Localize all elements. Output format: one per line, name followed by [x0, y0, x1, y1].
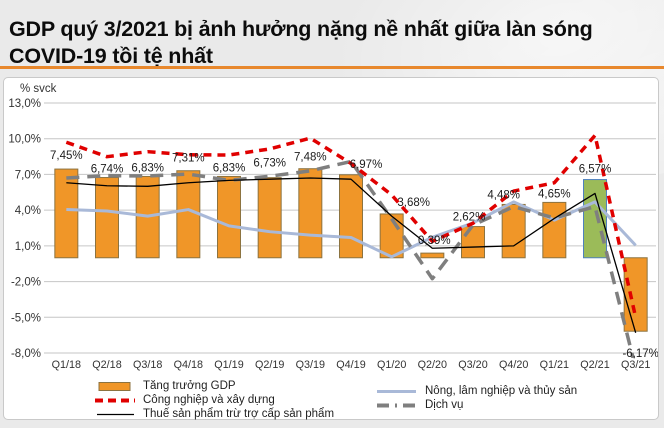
gdp-bar [461, 226, 485, 259]
chart-legend-left: Tăng trưởng GDP Công nghiệp và xây dựng … [94, 379, 334, 421]
x-tick-label: Q3/19 [296, 359, 325, 371]
gdp-bar [95, 177, 119, 259]
legend-swatch-agriculture-icon [377, 389, 416, 393]
gdp-bar [420, 252, 445, 259]
gdp-bar [298, 168, 323, 259]
x-tick-label: Q1/18 [52, 359, 81, 371]
gdp-bar [623, 257, 648, 332]
bar-data-label: 6,97% [350, 159, 383, 171]
y-tick-label: 10,0% [8, 134, 41, 146]
legend-swatch-services-icon [377, 403, 416, 407]
bar-data-label: 7,48% [294, 152, 327, 164]
legend-label-services: Dịch vụ [425, 399, 464, 411]
bar-data-label: -6,17% [622, 348, 658, 360]
bar-data-label: 7,45% [50, 150, 83, 162]
bar-data-label: 6,73% [253, 158, 286, 170]
legend-swatch-industry-icon [95, 398, 135, 402]
y-tick-label: 1,0% [15, 241, 41, 253]
bar-data-label: 6,83% [131, 162, 164, 174]
legend-item-industry: Công nghiệp và xây dựng [94, 393, 334, 407]
legend-label-agriculture: Nông, lâm nghiệp và thủy sản [425, 385, 578, 397]
bar-data-label: 4,65% [538, 188, 571, 200]
x-tick-label: Q4/19 [336, 359, 365, 371]
legend-swatch-gdp-icon [98, 381, 131, 391]
legend-item-taxes: Thuế sản phẩm trừ trợ cấp sản phẩm [94, 407, 334, 421]
gdp-chart-svg: 13,0% 10,0% 7,0% 4,0% 1,0% -2,0% -5,0% -8,0% % s… [8, 83, 658, 371]
chart-legend-right: Nông, lâm nghiệp và thủy sản Dịch vụ [374, 384, 577, 412]
gdp-chart-panel: 13,0% 10,0% 7,0% 4,0% 1,0% -2,0% -5,0% -8,0% % s… [3, 77, 659, 420]
bar-data-label: 6,83% [213, 162, 246, 174]
bar-data-label: 6,74% [91, 164, 124, 176]
line-series-group [65, 133, 638, 358]
y-tick-label: -2,0% [11, 277, 41, 289]
gdp-bar [542, 201, 567, 259]
legend-label-gdp: Tăng trưởng GDP [143, 380, 236, 392]
x-tick-label: Q2/19 [255, 359, 284, 371]
x-tick-label: Q2/20 [418, 359, 447, 371]
bar-data-label: 3,68% [397, 197, 430, 209]
y-tick-label: 7,0% [15, 169, 41, 181]
x-tick-label: Q2/21 [580, 359, 609, 371]
x-tick-label: Q4/18 [174, 359, 203, 371]
legend-label-industry: Công nghiệp và xây dựng [143, 394, 275, 406]
x-tick-label: Q3/21 [621, 359, 650, 371]
line-taxes [66, 177, 637, 333]
gdp-bar [54, 168, 79, 259]
x-tick-label: Q1/20 [377, 359, 406, 371]
page-title: GDP quý 3/2021 bị ảnh hưởng nặng nề nhất… [9, 17, 593, 69]
line-industry [65, 133, 638, 318]
y-tick-label: -5,0% [11, 312, 41, 324]
x-tick-label: Q3/20 [458, 359, 487, 371]
legend-label-taxes: Thuế sản phẩm trừ trợ cấp sản phẩm [143, 408, 335, 420]
bar-data-label: 6,57% [579, 164, 612, 176]
bar-data-label: 7,31% [172, 153, 205, 165]
y-tick-label: 4,0% [15, 205, 41, 217]
line-services [66, 159, 635, 358]
x-tick-label: Q1/21 [540, 359, 569, 371]
bar-data-label: 0,39% [418, 235, 451, 247]
gdp-bar [257, 177, 282, 259]
legend-item-gdp: Tăng trưởng GDP [94, 379, 334, 393]
x-tick-label: Q3/18 [133, 359, 162, 371]
gdp-bar [217, 175, 241, 259]
y-axis-unit-label: % svck [20, 83, 57, 95]
bar-data-label: 2,62% [453, 212, 486, 224]
y-tick-label: -8,0% [11, 348, 41, 360]
x-tick-label: Q2/18 [92, 359, 121, 371]
legend-item-services: Dịch vụ [374, 398, 577, 412]
y-tick-label: 13,0% [8, 98, 41, 110]
bar-data-label: 4,48% [487, 189, 520, 201]
x-tick-label: Q1/19 [214, 359, 243, 371]
gdp-bar-highlight [583, 179, 607, 259]
legend-swatch-taxes-icon [97, 413, 134, 415]
gdp-bar [501, 203, 526, 259]
legend-item-agriculture: Nông, lâm nghiệp và thủy sản [374, 384, 577, 398]
title-accent-rule [0, 66, 664, 69]
x-tick-label: Q4/20 [499, 359, 528, 371]
